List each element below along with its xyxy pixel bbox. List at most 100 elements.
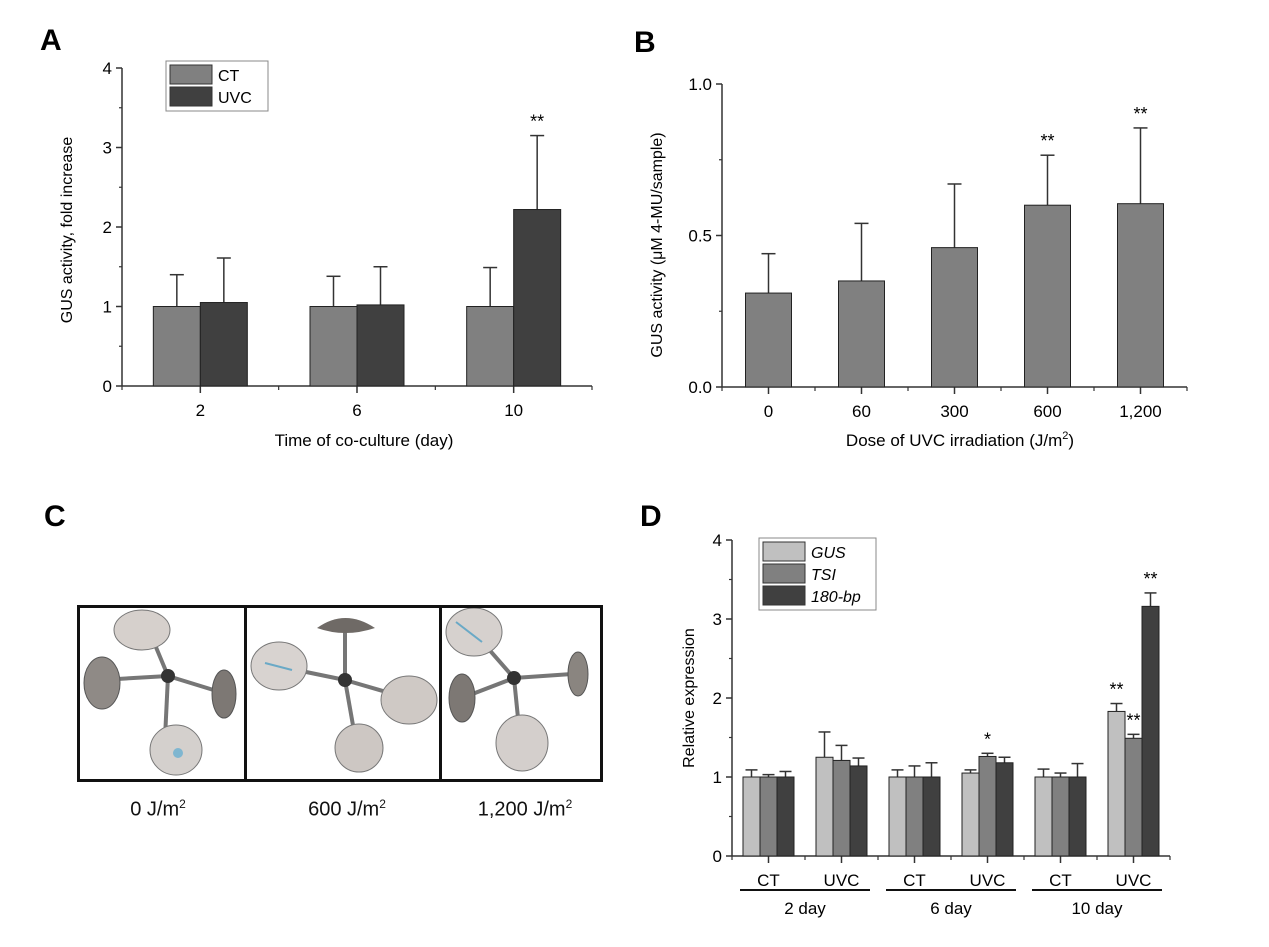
significance-marker: **	[1109, 680, 1123, 700]
leaf	[445, 607, 503, 657]
shoot-apex	[338, 673, 352, 687]
panel-label-a: A	[40, 24, 62, 57]
seedling-label-2-sup: 2	[565, 797, 573, 811]
legend-swatch	[762, 585, 806, 606]
seedling-label-2-text: 1,200 J/m	[477, 798, 566, 821]
leaf	[317, 618, 375, 633]
y-tick-label: 0	[713, 847, 722, 866]
panel-label-d: D	[640, 500, 662, 533]
group-label: 2 day	[784, 899, 826, 918]
significance-marker: **	[1126, 710, 1140, 730]
significance-marker: **	[1143, 569, 1157, 589]
legend-swatch	[762, 563, 806, 584]
leaf	[495, 714, 549, 772]
seedling-1-drawing	[250, 618, 438, 773]
chart-b-xlabel-close: )	[1068, 431, 1074, 450]
y-tick-label: 0.5	[688, 227, 712, 246]
legend-swatch	[169, 86, 213, 107]
x-tick-label: 1,200	[1119, 402, 1162, 421]
panel-label-b: B	[634, 26, 656, 59]
bar-180-bp	[922, 776, 941, 857]
seedling-image-0	[77, 605, 247, 782]
legend-label: CT	[218, 68, 240, 85]
x-tick-label: 60	[852, 402, 871, 421]
seedling-0-drawing	[83, 609, 237, 776]
y-tick-label: 3	[713, 610, 722, 629]
bar-gus-activity	[838, 280, 885, 388]
gus-stain	[264, 662, 293, 671]
x-tick-label: 6	[352, 401, 361, 420]
bar-tsi	[978, 755, 997, 857]
x-tick-label: CT	[903, 871, 926, 890]
leaf	[113, 609, 171, 651]
bar-tsi	[1124, 737, 1143, 857]
legend-label: UVC	[218, 90, 252, 107]
chart-b-xlabel-sup: 2	[1062, 430, 1068, 442]
significance-marker: *	[984, 729, 991, 749]
x-tick-label: CT	[757, 871, 780, 890]
significance-marker: **	[530, 112, 544, 132]
shoot-apex	[161, 669, 175, 683]
y-tick-label: 0.0	[688, 378, 712, 397]
seedling-image-1	[244, 605, 442, 782]
bar-tsi	[1051, 776, 1070, 857]
gus-stain	[173, 748, 183, 758]
seedling-label-1-sup: 2	[379, 797, 386, 811]
x-tick-label: UVC	[970, 871, 1006, 890]
x-tick-label: 600	[1033, 402, 1061, 421]
bar-tsi	[759, 776, 778, 857]
legend-label: TSI	[811, 567, 836, 584]
bar-180-bp	[776, 776, 795, 857]
leaf	[380, 675, 438, 725]
y-tick-label: 3	[103, 139, 112, 158]
bar-180-bp	[1068, 776, 1087, 857]
bar-gus	[742, 776, 761, 857]
bar-gus	[961, 772, 980, 857]
legend-label: 180-bp	[811, 589, 861, 606]
bar-uvc	[513, 209, 562, 387]
bar-tsi	[905, 776, 924, 857]
significance-marker: **	[1040, 131, 1054, 151]
bar-gus-activity	[745, 292, 792, 388]
y-tick-label: 2	[103, 218, 112, 237]
y-tick-label: 0	[103, 377, 112, 396]
bar-180-bp	[995, 762, 1014, 857]
chart-b-xlabel: Dose of UVC irradiation (J/m2)	[846, 430, 1074, 450]
bar-gus	[1107, 710, 1126, 857]
bar-gus-activity	[1117, 203, 1164, 388]
x-tick-label: CT	[1049, 871, 1072, 890]
y-tick-label: 4	[103, 59, 112, 78]
x-tick-label: 2	[196, 401, 205, 420]
x-tick-label: 0	[764, 402, 773, 421]
legend-swatch	[762, 541, 806, 562]
bar-gus-activity	[1024, 204, 1071, 388]
bar-uvc	[199, 302, 248, 387]
leaf	[334, 723, 384, 773]
seedling-label-1-text: 600 J/m	[308, 798, 380, 821]
leaf	[448, 673, 476, 723]
seedling-image-2	[439, 605, 603, 782]
y-tick-label: 2	[713, 689, 722, 708]
bar-gus	[1034, 776, 1053, 857]
bar-ct	[152, 306, 201, 387]
legend-swatch	[169, 64, 213, 85]
leaf	[567, 651, 589, 697]
x-tick-label: 10	[504, 401, 523, 420]
leaf	[83, 656, 121, 710]
seedling-label-0-text: 0 J/m	[130, 798, 180, 821]
panel-label-c: C	[44, 500, 66, 533]
leaf	[211, 669, 237, 719]
chart-b-ylabel: GUS activity (μM 4-MU/sample)	[649, 132, 666, 357]
y-tick-label: 1	[103, 298, 112, 317]
gus-stain	[455, 621, 483, 643]
group-label: 6 day	[930, 899, 972, 918]
bar-ct	[309, 306, 358, 387]
chart-a-xlabel: Time of co-culture (day)	[275, 431, 454, 450]
legend-label: GUS	[811, 545, 846, 562]
significance-marker: **	[1133, 104, 1147, 124]
x-tick-label: UVC	[824, 871, 860, 890]
seedling-label-2: 1,200 J/m2	[425, 797, 625, 822]
chart-d-ylabel: Relative expression	[681, 628, 698, 768]
